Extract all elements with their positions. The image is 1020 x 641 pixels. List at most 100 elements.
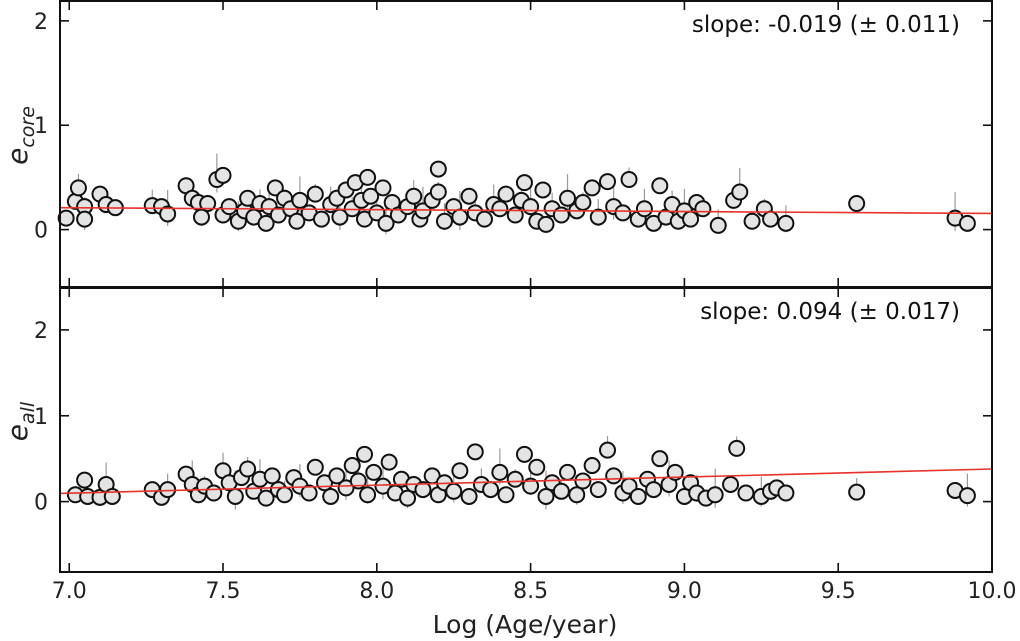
fit-line [59,206,993,215]
data-point [645,481,663,499]
data-point [694,200,712,218]
y-tick-label: 2 [34,10,48,35]
data-point [356,445,374,463]
data-point [682,210,700,228]
data-point [737,484,755,502]
data-point [497,486,515,504]
data-point [57,209,75,227]
data-point [263,467,281,485]
y-axis-title-main: e [1,148,34,165]
data-point [226,487,244,505]
x-axis: 7.0 7.5 8.0 8.5 9.0 9.5 10.0 [52,579,1017,604]
data-point [515,174,533,192]
x-tick-label: 10.0 [968,579,1017,604]
y-axis-title: eall [1,401,39,441]
data-point [257,214,275,232]
data-point [435,212,453,230]
data-point [159,481,177,499]
data-point [377,214,395,232]
x-tick-label: 7.5 [206,579,241,604]
data-point [777,484,795,502]
data-point [451,208,469,226]
slope-label: slope: 0.094 (± 0.017) [700,299,960,325]
panel-core: 0 1 2 slope: -0.019 (± 0.011) ecore [1,0,993,288]
data-point [365,463,383,481]
data-point [266,179,284,197]
data-point [491,200,509,218]
slope-label: slope: -0.019 (± 0.011) [692,12,960,38]
y-tick-label: 0 [34,491,48,516]
data-point [599,441,617,459]
data-point [491,463,509,481]
data-point [651,177,669,195]
fit-line [59,468,993,495]
data-point [429,183,447,201]
x-axis-title: Log (Age/year) [433,610,618,639]
data-point [343,457,361,475]
data-point [466,443,484,461]
data-point [322,487,340,505]
data-point [497,185,515,203]
data-point [534,181,552,199]
data-point [362,187,380,205]
data-point [291,191,309,209]
data-point [69,179,87,197]
data-point [559,189,577,207]
panel-frame [59,287,993,573]
y-axis-title-main: e [1,424,34,441]
data-point [537,487,555,505]
data-point [599,173,617,191]
data-point [276,486,294,504]
data-point [731,183,749,201]
data-point [709,216,727,234]
data-point [958,214,976,232]
data-point [605,467,623,485]
data-point [722,475,740,493]
data-point [635,200,653,218]
data-point [848,483,866,501]
data-point [537,215,555,233]
data-point [205,484,223,502]
data-point [414,481,432,499]
data-point [306,458,324,476]
data-point [312,210,330,228]
x-tick-label: 8.0 [359,579,394,604]
data-point [651,450,669,468]
data-point [76,471,94,489]
data-point [848,195,866,213]
data-point [589,208,607,226]
data-point [306,185,324,203]
data-point [728,439,746,457]
data-point [374,179,392,197]
data-point [666,463,684,481]
x-tick-label: 9.5 [821,579,856,604]
data-point [522,198,540,216]
data-point [620,171,638,189]
data-point [405,187,423,205]
data-point [257,489,275,507]
panel-all: 0 1 2 slope: 0.094 (± 0.017) eall [1,287,993,573]
data-point [629,487,647,505]
data-point [515,445,533,463]
data-point [583,457,601,475]
data-point [506,470,524,488]
data-point [528,458,546,476]
data-point [460,487,478,505]
y-tick-label: 1 [34,405,48,430]
x-tick-label: 9.0 [667,579,702,604]
data-point [762,210,780,228]
data-point [300,484,318,502]
x-tick-label: 7.0 [52,579,87,604]
y-axis-title-sub: core [17,106,39,148]
data-point [958,487,976,505]
y-axis-title-sub: all [17,401,39,424]
data-point [589,481,607,499]
data-point [522,477,540,495]
data-point [76,210,94,228]
data-point [574,472,592,490]
data-point [239,460,257,478]
data-point [445,482,463,500]
data-point [559,463,577,481]
data-point [460,187,478,205]
